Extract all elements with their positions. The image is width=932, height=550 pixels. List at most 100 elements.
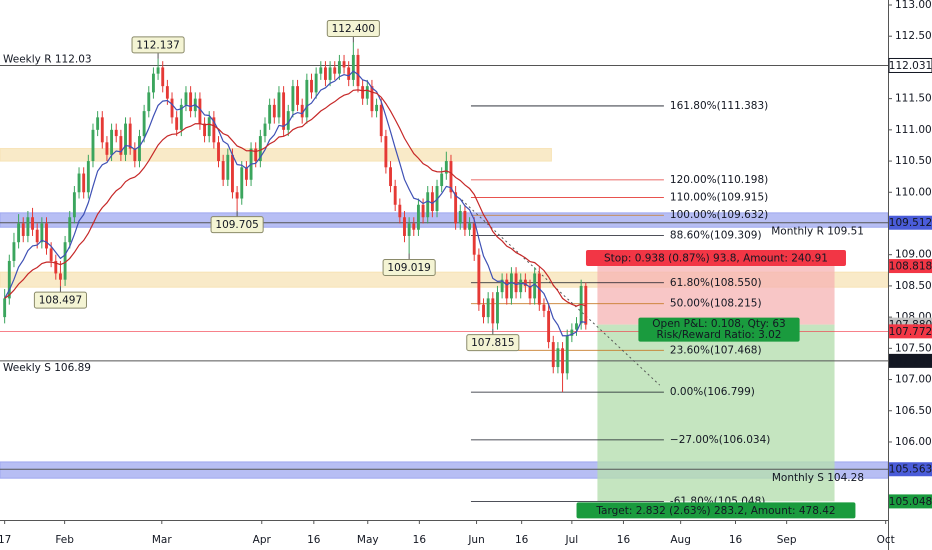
callout-label: 112.400 — [332, 23, 375, 35]
candle-body — [105, 142, 109, 155]
callout-label-box — [466, 334, 520, 352]
candle-body — [291, 86, 295, 112]
price-badge-label: 109.512 — [889, 217, 932, 229]
callout-label-box — [326, 19, 380, 37]
candle-body — [165, 86, 169, 99]
fib-label: 0.00%(106.799) — [670, 386, 755, 398]
price-badge-label: 112.031 — [889, 60, 932, 72]
candle-body — [212, 117, 216, 143]
candle-body — [324, 67, 327, 80]
x-tick-label: 17 — [0, 534, 11, 546]
target-label-box — [576, 502, 856, 519]
candle-body — [472, 223, 476, 255]
candle-body — [286, 111, 290, 130]
candle-body — [361, 86, 365, 99]
callout-label-box — [33, 291, 87, 309]
candle-body — [416, 204, 420, 230]
y-tick-label: 113.000 — [895, 0, 932, 11]
candle-body — [26, 217, 30, 236]
candle-body — [49, 248, 53, 261]
callout-label-box — [382, 259, 436, 277]
candle-body — [482, 304, 485, 318]
candle-body — [203, 123, 207, 137]
candle-body — [240, 167, 244, 199]
x-tick-label: Jul — [565, 534, 579, 546]
candle-body — [3, 298, 7, 318]
y-tick-label: 108.500 — [895, 280, 932, 292]
candle-body — [463, 210, 467, 230]
candle-body — [138, 136, 141, 162]
candle-body — [584, 285, 588, 325]
candle-body — [277, 92, 281, 118]
candle-body — [63, 242, 67, 280]
candle-body — [426, 192, 430, 218]
candle-body — [72, 192, 76, 218]
price-badge-label: 108.818 — [889, 261, 932, 273]
candle-body — [556, 348, 560, 368]
candle-body — [100, 117, 104, 143]
candle-body — [477, 254, 481, 305]
x-tick-label: 16 — [515, 534, 529, 546]
candle-body — [547, 310, 551, 343]
candle-body — [254, 148, 258, 162]
candle-body — [114, 129, 118, 137]
level-label: Weekly S 106.89 — [3, 362, 91, 374]
candle-body — [96, 117, 100, 130]
candle-body — [133, 148, 137, 162]
candle-body — [189, 92, 193, 112]
candle-body — [486, 298, 490, 318]
candle-body — [300, 104, 304, 118]
candle-body — [296, 86, 299, 105]
x-tick-label: May — [357, 534, 379, 546]
level-label: Monthly S 104.28 — [772, 472, 864, 484]
candle-body — [207, 117, 211, 137]
candle-body — [128, 123, 132, 149]
candle-body — [528, 285, 532, 299]
candle-body — [384, 136, 388, 168]
candle-body — [328, 67, 332, 80]
price-badge — [889, 324, 932, 339]
candle-body — [533, 273, 537, 299]
candle-body — [421, 204, 425, 218]
target-label: Target: 2.832 (2.63%) 283.2, Amount: 478… — [595, 505, 835, 517]
candle-body — [263, 123, 267, 137]
candle-body — [454, 192, 458, 224]
candle-body — [35, 229, 39, 243]
candle-body — [351, 54, 355, 80]
candle-body — [342, 61, 346, 68]
y-tick-label: 110.500 — [895, 155, 932, 167]
candle-body — [458, 210, 462, 224]
candle-body — [444, 161, 448, 174]
candle-body — [523, 279, 527, 286]
candle-body — [347, 67, 351, 80]
candle-body — [151, 73, 155, 93]
candle-body — [370, 86, 374, 112]
candle-body — [314, 73, 318, 93]
candle-body — [175, 117, 179, 130]
candle-body — [226, 154, 230, 180]
callout-label-box — [131, 36, 185, 54]
candle-body — [77, 173, 81, 193]
candle-body — [282, 92, 286, 130]
price-badge — [889, 353, 932, 368]
callout-label: 112.137 — [136, 39, 179, 51]
price-badge — [889, 494, 932, 509]
candle-body — [272, 104, 276, 118]
x-tick-label: Aug — [670, 534, 691, 546]
time-axis-bg — [0, 520, 932, 550]
candle-body — [565, 335, 569, 374]
candle-body — [156, 67, 160, 74]
candle-body — [110, 129, 114, 155]
level-label: Monthly R 109.51 — [771, 226, 864, 238]
callout-label: 107.815 — [471, 337, 514, 349]
price-axis-bg — [888, 0, 932, 550]
moving-average — [4, 70, 586, 337]
candle-body — [21, 223, 25, 236]
zone — [0, 148, 552, 162]
callout-label-box — [210, 216, 264, 234]
candle-body — [68, 217, 72, 243]
candle-body — [31, 217, 34, 230]
candle-body — [54, 260, 58, 274]
trend-line — [461, 199, 661, 386]
candle-body — [398, 204, 402, 218]
